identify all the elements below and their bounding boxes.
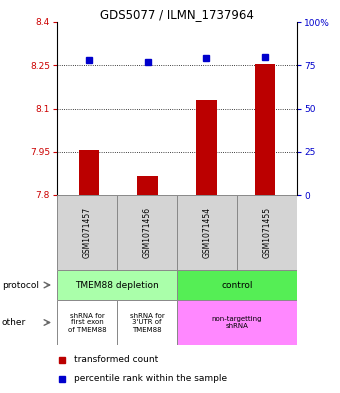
Bar bbox=[196, 100, 217, 195]
Text: GSM1071456: GSM1071456 bbox=[142, 207, 152, 258]
Title: GDS5077 / ILMN_1737964: GDS5077 / ILMN_1737964 bbox=[100, 8, 254, 21]
Text: GSM1071454: GSM1071454 bbox=[203, 207, 211, 258]
Text: control: control bbox=[221, 281, 253, 290]
Text: other: other bbox=[2, 318, 26, 327]
Bar bbox=[117, 300, 177, 345]
Bar bbox=[177, 300, 297, 345]
Bar bbox=[255, 64, 275, 195]
Bar bbox=[177, 270, 297, 300]
Text: GSM1071457: GSM1071457 bbox=[83, 207, 91, 258]
Text: non-targetting
shRNA: non-targetting shRNA bbox=[212, 316, 262, 329]
Bar bbox=[57, 195, 117, 270]
Text: TMEM88 depletion: TMEM88 depletion bbox=[75, 281, 159, 290]
Bar bbox=[137, 176, 158, 195]
Bar bbox=[237, 195, 297, 270]
Text: percentile rank within the sample: percentile rank within the sample bbox=[74, 374, 227, 383]
Text: GSM1071455: GSM1071455 bbox=[262, 207, 272, 258]
Text: shRNA for
first exon
of TMEM88: shRNA for first exon of TMEM88 bbox=[68, 312, 106, 332]
Text: shRNA for
3'UTR of
TMEM88: shRNA for 3'UTR of TMEM88 bbox=[130, 312, 164, 332]
Bar bbox=[79, 150, 99, 195]
Bar bbox=[57, 270, 177, 300]
Text: protocol: protocol bbox=[2, 281, 39, 290]
Bar bbox=[57, 300, 117, 345]
Bar bbox=[177, 195, 237, 270]
Bar bbox=[117, 195, 177, 270]
Text: transformed count: transformed count bbox=[74, 355, 158, 364]
